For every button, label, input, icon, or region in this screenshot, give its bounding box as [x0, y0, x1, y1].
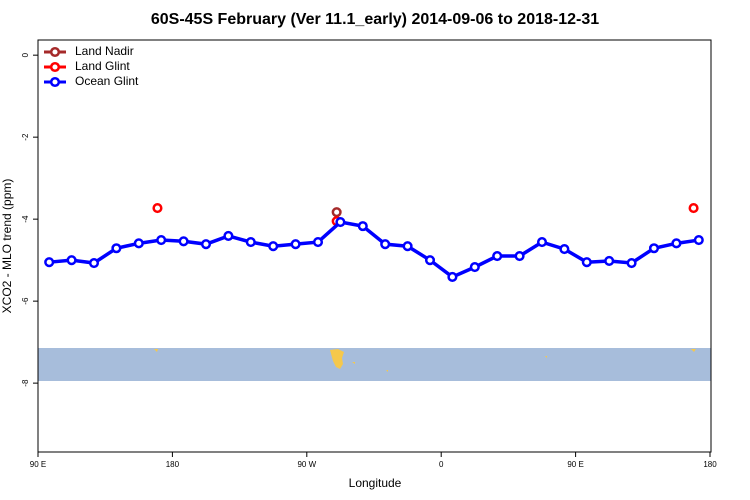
y-tick-label: -8 [21, 379, 30, 387]
data-point [152, 203, 163, 214]
data-point [133, 238, 144, 249]
y-tick-label: -6 [21, 297, 30, 305]
data-point [648, 243, 660, 254]
data-point [245, 237, 256, 248]
x-tick-label: 90 E [567, 460, 583, 469]
data-point [559, 244, 570, 255]
data-point [424, 255, 436, 266]
data-point [626, 257, 637, 269]
series-line [49, 220, 700, 279]
x-tick-label: 90 W [297, 460, 316, 469]
data-point [178, 236, 189, 247]
y-axis-label: XCO2 - MLO trend (ppm) [0, 179, 14, 314]
data-point [268, 241, 279, 252]
legend-marker [49, 76, 61, 88]
data-point [335, 216, 346, 228]
legend-label: Land Nadir [75, 44, 134, 58]
data-point [492, 250, 503, 262]
data-point [402, 241, 413, 252]
data-point [200, 239, 212, 250]
data-point [536, 237, 548, 248]
data-point [357, 221, 368, 232]
data-point [671, 238, 682, 249]
x-tick-label: 90 E [30, 460, 46, 469]
y-tick-label: 0 [21, 52, 30, 57]
data-point [581, 257, 592, 268]
data-point [290, 239, 301, 250]
data-point [447, 271, 458, 283]
data-point [156, 235, 167, 246]
x-axis-label: Longitude [349, 476, 402, 490]
data-point [331, 207, 342, 218]
data-point [88, 257, 100, 269]
legend-marker [49, 61, 61, 73]
x-tick-label: 180 [166, 460, 180, 469]
x-tick-label: 0 [439, 460, 444, 469]
data-point [469, 262, 480, 273]
data-point [312, 237, 324, 248]
plot-frame [37, 39, 712, 453]
y-tick-label: -4 [21, 215, 30, 223]
legend-label: Ocean Glint [75, 74, 139, 88]
legend-label: Land Glint [75, 59, 130, 73]
map-strip [38, 348, 711, 381]
data-point [693, 235, 704, 246]
data-point [514, 250, 525, 262]
y-tick-label: -2 [21, 133, 30, 141]
data-point [688, 203, 699, 214]
legend-marker [49, 46, 61, 58]
x-tick-label: 180 [703, 460, 717, 469]
data-point [66, 255, 77, 266]
data-point [44, 257, 55, 268]
data-point [111, 243, 122, 254]
data-point [604, 255, 615, 267]
data-point [223, 230, 234, 242]
chart-title: 60S-45S February (Ver 11.1_early) 2014-0… [151, 11, 599, 28]
data-point [380, 239, 391, 250]
